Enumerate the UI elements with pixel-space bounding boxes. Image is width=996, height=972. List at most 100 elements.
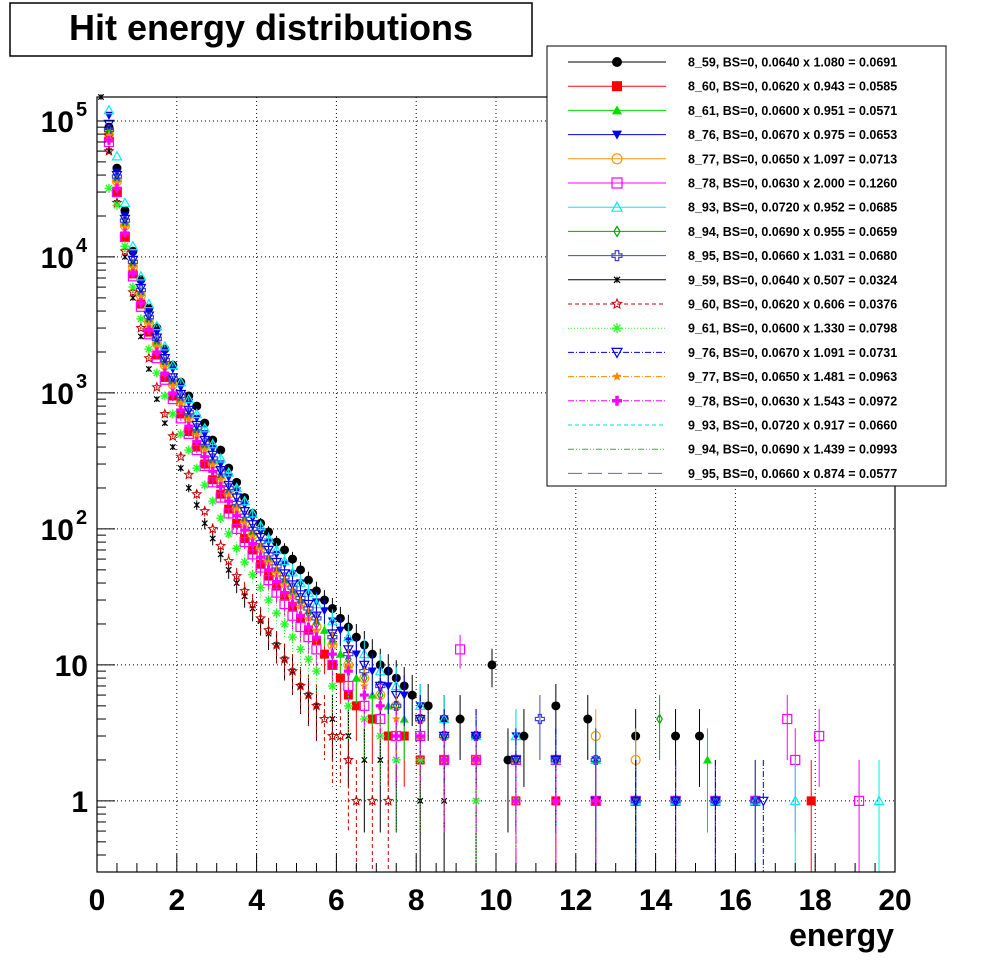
y-tick-label: 10: [41, 514, 74, 547]
data-point: [326, 629, 338, 640]
data-point: [167, 373, 178, 384]
data-point: [160, 391, 170, 401]
data-point: [423, 701, 433, 711]
legend-label: 8_93, BS=0, 0.0720 x 0.952 = 0.0685: [688, 201, 897, 215]
legend-label: 9_77, BS=0, 0.0650 x 1.481 = 0.0963: [688, 370, 897, 384]
data-point: [136, 278, 146, 287]
data-point: [343, 666, 353, 676]
data-point: [303, 622, 313, 632]
data-point: [439, 755, 449, 765]
data-point: [151, 333, 162, 344]
data-point: [247, 523, 258, 535]
data-point: [135, 283, 147, 294]
data-point: [407, 690, 417, 700]
data-point: [127, 240, 139, 251]
data-point: [136, 292, 146, 301]
y-tick-exponent: 5: [76, 99, 87, 121]
data-point: [111, 171, 123, 182]
data-point: [360, 681, 369, 690]
data-point: [208, 496, 218, 506]
data-point: [145, 365, 152, 373]
data-point: [272, 577, 282, 587]
data-point: [311, 632, 321, 642]
data-point: [375, 701, 385, 711]
legend-label: 9_60, BS=0, 0.0620 x 0.606 = 0.0376: [688, 298, 897, 312]
legend-entry: 8_94, BS=0, 0.0690 x 0.955 = 0.0659: [568, 225, 897, 239]
x-tick-label: 18: [799, 884, 832, 917]
chart-title: Hit energy distributions: [69, 7, 473, 48]
data-point: [176, 405, 186, 415]
data-point: [223, 480, 235, 491]
legend: 8_59, BS=0, 0.0640 x 1.080 = 0.0691 8_60,…: [546, 45, 947, 487]
y-tick-label: 10: [55, 650, 88, 683]
data-point: [382, 795, 394, 806]
data-point: [256, 583, 266, 593]
data-point: [183, 393, 195, 404]
data-point: [591, 796, 601, 806]
data-point: [199, 422, 211, 433]
data-point: [200, 445, 210, 454]
data-point: [656, 713, 663, 725]
data-point: [367, 667, 377, 676]
data-point: [127, 255, 139, 266]
data-point: [264, 595, 274, 605]
data-point: [343, 649, 354, 660]
data-point: [231, 493, 243, 504]
data-point: [470, 730, 482, 742]
data-point: [391, 755, 401, 765]
data-point: [255, 612, 267, 624]
data-point: [295, 644, 305, 654]
data-point: [391, 731, 401, 741]
data-point: [176, 429, 186, 439]
data-point: [366, 795, 378, 806]
data-point: [361, 756, 368, 764]
data-point: [192, 436, 202, 446]
y-tick-exponent: 4: [76, 235, 88, 257]
data-point: [144, 344, 154, 354]
data-point: [288, 599, 298, 609]
data-point: [264, 565, 274, 575]
data-point: [247, 520, 259, 531]
data-point: [255, 520, 267, 531]
data-point: [232, 543, 242, 553]
data-point: [232, 504, 241, 513]
data-point: [143, 298, 155, 309]
data-point: [471, 755, 481, 765]
data-point: [215, 492, 226, 503]
data-point: [216, 513, 226, 523]
data-point: [334, 730, 346, 741]
plot-series: [97, 93, 885, 872]
y-tick-label: 10: [41, 378, 74, 411]
data-point: [303, 654, 313, 664]
data-point: [455, 714, 465, 724]
legend-entry: 9_78, BS=0, 0.0630 x 1.543 = 0.0972: [568, 394, 897, 408]
data-point: [613, 276, 621, 284]
data-point: [104, 111, 114, 120]
data-point: [439, 730, 450, 742]
data-point: [223, 466, 235, 477]
data-point: [288, 632, 298, 642]
data-point: [550, 755, 562, 766]
data-point: [192, 414, 202, 423]
data-point: [248, 539, 258, 549]
data-point: [344, 660, 353, 669]
data-point: [152, 347, 162, 357]
y-tick-exponent: 2: [76, 507, 87, 529]
data-point: [302, 689, 314, 700]
data-point: [709, 796, 721, 807]
legend-label: 8_76, BS=0, 0.0670 x 0.975 = 0.0653: [688, 128, 897, 142]
legend-label: 9_93, BS=0, 0.0720 x 0.917 = 0.0660: [688, 419, 897, 433]
x-axis-title: energy: [789, 917, 894, 953]
data-point: [510, 754, 522, 766]
data-point: [184, 414, 194, 423]
data-point: [383, 682, 393, 691]
data-point: [167, 373, 179, 384]
data-point: [391, 700, 402, 711]
data-point: [248, 570, 258, 580]
data-point: [175, 389, 187, 400]
data-point: [286, 580, 299, 591]
data-point: [192, 442, 202, 452]
data-point: [510, 755, 522, 766]
data-point: [208, 466, 218, 476]
